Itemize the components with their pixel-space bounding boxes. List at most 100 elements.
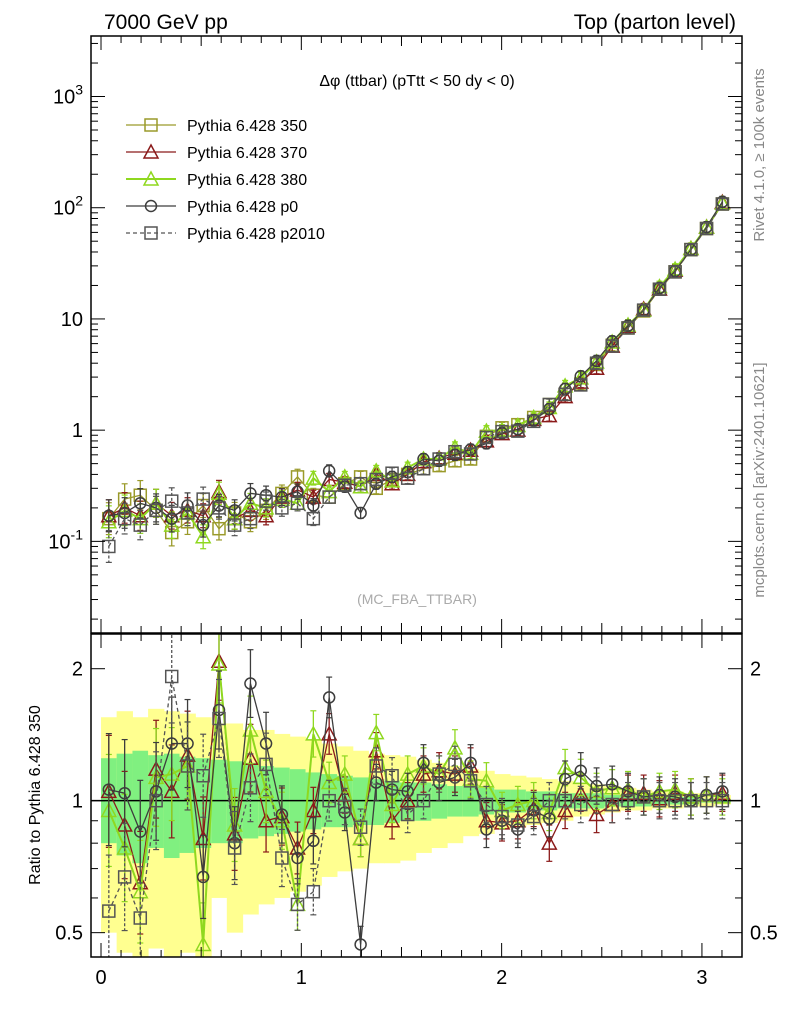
data-point-pythia-6-428-p0 <box>354 938 367 951</box>
data-point-pythia-6-428-p2010 <box>212 711 226 726</box>
y-tick-label: 1 <box>72 420 83 442</box>
data-point-pythia-6-428-p2010 <box>385 466 399 480</box>
y-tick-label: 102 <box>53 193 83 220</box>
data-point-pythia-6-428-p2010 <box>102 539 116 554</box>
data-point-pythia-6-428-p2010 <box>511 424 525 438</box>
data-point-pythia-6-428-p2010 <box>432 767 446 781</box>
plot-title: Δφ (ttbar) (pTtt < 50 dy < 0) <box>319 73 514 90</box>
ratio-band-green <box>431 784 448 819</box>
data-point-pythia-6-428-p0 <box>134 825 147 838</box>
data-point-pythia-6-428-370 <box>572 373 590 389</box>
data-point-pythia-6-428-p2010 <box>338 799 352 814</box>
data-point-pythia-6-428-p0 <box>322 464 336 478</box>
data-point-pythia-6-428-p2010 <box>605 339 619 353</box>
data-point-pythia-6-428-p0 <box>196 518 210 532</box>
data-point-pythia-6-428-p2010 <box>133 911 148 925</box>
x-tick-label: 2 <box>496 967 507 989</box>
ratio-y-tick-label: 1 <box>72 791 83 813</box>
data-point-pythia-6-428-p2010 <box>338 478 352 492</box>
data-point-pythia-6-428-p2010 <box>400 471 415 485</box>
data-point-pythia-6-428-p0 <box>354 506 367 520</box>
data-point-pythia-6-428-380 <box>305 469 322 485</box>
series-line-pythia-6-428-p2010 <box>108 203 723 547</box>
data-point-pythia-6-428-p2010 <box>479 430 494 445</box>
data-point-pythia-6-428-p2010 <box>385 768 399 783</box>
data-point-pythia-6-428-p2010 <box>180 506 195 520</box>
data-point-pythia-6-428-p0 <box>621 785 635 798</box>
x-tick-label: 3 <box>696 967 707 989</box>
data-point-pythia-6-428-p2010 <box>149 793 163 808</box>
ratio-plot-frame <box>90 633 743 958</box>
data-point-pythia-6-428-p2010 <box>542 793 557 808</box>
analysis-watermark: (MC_FBA_TTBAR) <box>357 591 477 607</box>
series-line-pythia-6-428-380 <box>107 663 723 945</box>
legend-marker-pythia-6-428-370 <box>142 143 160 159</box>
y-tick-label: 10-1 <box>48 526 83 553</box>
series-line-pythia-6-428-p0 <box>108 683 723 945</box>
data-point-pythia-6-428-p2010 <box>290 496 305 511</box>
data-point-pythia-6-428-p2010 <box>574 378 588 392</box>
data-point-pythia-6-428-p2010 <box>542 397 557 412</box>
main-plot-frame <box>90 35 743 634</box>
data-point-pythia-6-428-380 <box>194 528 212 544</box>
data-point-pythia-6-428-p2010 <box>243 781 258 795</box>
series-line-pythia-6-428-p2010 <box>108 676 723 919</box>
data-point-pythia-6-428-p0 <box>244 487 257 500</box>
legend-marker-pythia-6-428-380 <box>142 170 160 186</box>
data-point-pythia-6-428-p2010 <box>259 494 273 508</box>
data-point-pythia-6-428-380 <box>509 795 527 812</box>
data-point-pythia-6-428-p0 <box>291 851 304 865</box>
data-point-pythia-6-428-p0 <box>369 776 383 789</box>
data-point-pythia-6-428-p2010 <box>448 757 462 772</box>
data-point-pythia-6-428-p2010 <box>416 793 431 808</box>
data-point-pythia-6-428-p0 <box>102 783 116 796</box>
x-tick-label: 0 <box>95 967 106 989</box>
data-point-pythia-6-428-p2010 <box>479 797 494 812</box>
data-point-pythia-6-428-p2010 <box>353 476 368 491</box>
data-point-pythia-6-428-p2010 <box>715 197 730 211</box>
data-point-pythia-6-428-p0 <box>716 785 729 798</box>
data-point-pythia-6-428-p2010 <box>448 444 462 459</box>
data-point-pythia-6-428-p2010 <box>322 490 336 504</box>
series-line-pythia-6-428-p0 <box>108 201 723 527</box>
legend-label-pythia-6-428-370: Pythia 6.428 370 <box>187 145 307 162</box>
data-point-pythia-6-428-p2010 <box>605 797 619 812</box>
data-point-pythia-6-428-p2010 <box>558 793 572 808</box>
data-point-pythia-6-428-380 <box>210 655 228 671</box>
data-point-pythia-6-428-p2010 <box>684 793 698 808</box>
legend-marker-pythia-6-428-p2010 <box>144 226 158 240</box>
legend-label-pythia-6-428-350: Pythia 6.428 350 <box>187 118 307 135</box>
data-point-pythia-6-428-380 <box>257 782 275 799</box>
data-point-pythia-6-428-p2010 <box>699 221 714 236</box>
data-point-pythia-6-428-p2010 <box>196 492 210 506</box>
data-point-pythia-6-428-p2010 <box>259 757 273 772</box>
data-point-pythia-6-428-p2010 <box>275 501 289 515</box>
data-point-pythia-6-428-350 <box>212 521 226 536</box>
data-point-pythia-6-428-p0 <box>417 756 430 770</box>
header-left: 7000 GeV pp <box>104 11 228 34</box>
data-point-pythia-6-428-p2010 <box>306 884 321 899</box>
legend-label-pythia-6-428-380: Pythia 6.428 380 <box>187 172 307 189</box>
data-point-pythia-6-428-p2010 <box>369 472 383 487</box>
ratio-band-green <box>368 779 385 826</box>
data-point-pythia-6-428-p2010 <box>463 774 478 788</box>
ratio-band-green <box>211 759 228 844</box>
data-point-pythia-6-428-370 <box>257 812 275 828</box>
data-point-pythia-6-428-p2010 <box>463 447 478 461</box>
ratio-y-tick-label-right: 1 <box>750 791 761 813</box>
data-point-pythia-6-428-370 <box>257 507 275 523</box>
data-point-pythia-6-428-p2010 <box>275 851 289 865</box>
data-point-pythia-6-428-p2010 <box>621 321 635 335</box>
data-point-pythia-6-428-p0 <box>605 778 619 791</box>
legend-marker-pythia-6-428-350 <box>144 118 158 132</box>
data-point-pythia-6-428-p2010 <box>526 414 541 429</box>
legend-label-pythia-6-428-p0: Pythia 6.428 p0 <box>187 199 298 216</box>
y-tick-label: 10 <box>61 309 83 331</box>
ratio-y-tick-label-right: 2 <box>750 659 761 681</box>
data-point-pythia-6-428-370 <box>541 407 558 423</box>
data-point-pythia-6-428-370 <box>383 812 401 828</box>
x-tick-label: 1 <box>296 967 307 989</box>
data-point-pythia-6-428-p2010 <box>558 387 572 402</box>
data-point-pythia-6-428-p2010 <box>495 424 509 439</box>
